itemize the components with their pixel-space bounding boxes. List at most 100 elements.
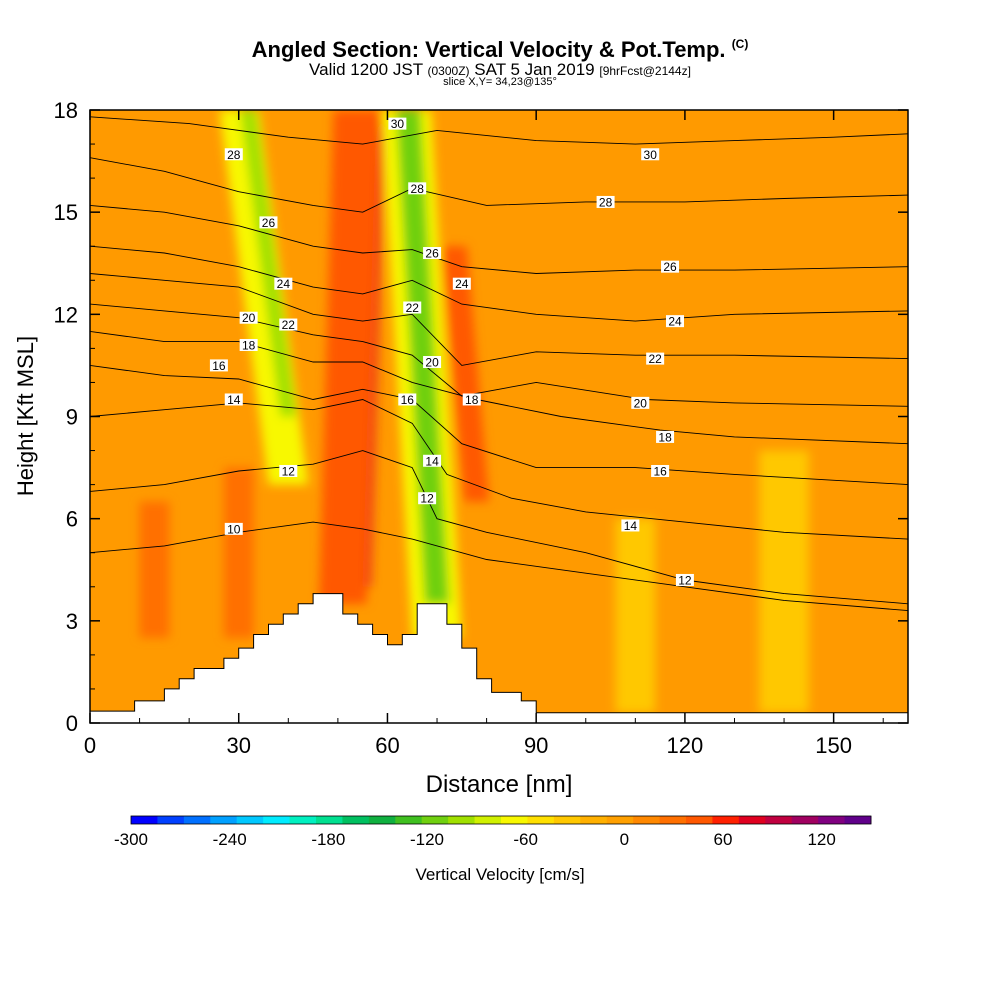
isentrope-label-bg <box>621 519 640 532</box>
isentrope-label: 10 <box>224 522 243 536</box>
isentrope-label: 24 <box>665 315 684 329</box>
velocity-plume-6 <box>240 110 297 417</box>
isentrope-label: 14 <box>224 393 243 407</box>
isentrope-label-bg <box>239 311 258 324</box>
isentrope-label-bg <box>274 277 293 290</box>
isentrope-label-text: 18 <box>242 338 256 352</box>
isentrope-label-bg <box>675 573 694 586</box>
colorbar-swatch <box>501 816 528 824</box>
colorbar-frame <box>130 815 872 825</box>
colorbar-swatch <box>210 816 238 824</box>
isentrope-label-bg <box>224 148 243 161</box>
isentrope-label-bg <box>452 277 471 290</box>
isentrope-label: 26 <box>423 247 442 261</box>
isentrope-label-text: 22 <box>282 318 296 332</box>
isentrope-label-text: 10 <box>227 522 241 536</box>
isentrope-label-bg <box>423 247 442 260</box>
isentrope-22 <box>90 273 908 366</box>
colorbar-tick-label: -180 <box>311 830 345 849</box>
isentrope-label: 28 <box>408 182 427 196</box>
isentrope-label-bg <box>403 301 422 314</box>
colorbar-swatch <box>368 816 396 824</box>
colorbar-label: Vertical Velocity [cm/s] <box>415 865 584 884</box>
isentrope-label-bg <box>279 464 298 477</box>
colorbar-swatch <box>844 816 872 824</box>
isentrope-label-text: 12 <box>282 464 296 478</box>
colorbar-tick-label: 60 <box>714 830 733 849</box>
colorbar-swatch <box>765 816 793 824</box>
isentrope-label-text: 30 <box>391 117 405 131</box>
isentrope-label: 16 <box>398 393 417 407</box>
x-tick-label: 60 <box>375 733 399 758</box>
isentrope-label: 26 <box>259 216 278 230</box>
velocity-plume-11 <box>759 450 809 713</box>
isentrope-10 <box>90 521 908 612</box>
isentrope-label-text: 18 <box>658 430 672 444</box>
velocity-plume-9 <box>223 467 254 638</box>
colorbar-tick-label: -120 <box>410 830 444 849</box>
isentrope-label: 28 <box>224 148 243 162</box>
isentrope-labels: 10 12 12 12 14 14 14 16 16 16 18 18 18 20 20 20 22 22 22 24… <box>209 117 694 587</box>
isentrope-label-bg <box>408 182 427 195</box>
x-axis-label: Distance [nm] <box>426 771 573 798</box>
isentrope-label-bg <box>239 338 258 351</box>
velocity-plume-7 <box>441 246 490 502</box>
isentrope-label: 20 <box>631 396 650 410</box>
x-tick-label: 90 <box>524 733 548 758</box>
isentrope-label-bg <box>641 148 660 161</box>
isentrope-label-text: 28 <box>227 148 241 162</box>
colorbar-swatch <box>738 816 766 824</box>
isentrope-label-text: 24 <box>668 315 682 329</box>
isentrope-label-text: 16 <box>653 464 667 478</box>
isentrope-label: 18 <box>462 393 481 407</box>
y-tick-label: 6 <box>66 507 78 532</box>
isentrope-label-text: 30 <box>644 148 658 162</box>
velocity-plume-10 <box>615 518 656 713</box>
isentrope-label-bg <box>423 356 442 369</box>
isentrope-label: 12 <box>675 573 694 587</box>
plot-area: 10 12 12 12 14 14 14 16 16 16 18 18 18 20 20 20 22 22 22 24… <box>90 110 908 723</box>
isentrope-label: 12 <box>418 492 437 506</box>
isentrope-label-text: 20 <box>242 311 256 325</box>
isentrope-label: 28 <box>596 195 615 209</box>
isentrope-label-text: 12 <box>678 573 692 587</box>
colorbar-swatch <box>606 816 634 824</box>
isentrope-label-text: 26 <box>663 260 677 274</box>
isentrope-label: 24 <box>452 277 471 291</box>
isentrope-18 <box>90 330 908 445</box>
isentrope-label-text: 14 <box>227 393 241 407</box>
isentrope-label-text: 24 <box>455 277 469 291</box>
colorbar-swatch <box>527 816 555 824</box>
colorbar-swatch <box>342 816 370 824</box>
isentrope-30 <box>90 116 908 145</box>
isentrope-label: 16 <box>651 464 670 478</box>
isentrope-label-bg <box>462 393 481 406</box>
colorbar-swatch <box>659 816 687 824</box>
colorbar-tick-label: -60 <box>513 830 538 849</box>
velocity-plume-8 <box>139 501 170 638</box>
colorbar <box>130 815 872 825</box>
isentrope-label: 14 <box>621 519 640 533</box>
isentrope-label: 20 <box>239 311 258 325</box>
y-tick-label: 12 <box>54 302 78 327</box>
y-tick-label: 0 <box>66 711 78 736</box>
isentrope-label: 22 <box>279 318 298 332</box>
isentrope-label-bg <box>388 117 407 130</box>
x-axis: 0 30 60 90 120 150 <box>84 110 884 758</box>
colorbar-tick-label: -300 <box>114 830 148 849</box>
colorbar-swatch <box>263 816 290 824</box>
isentrope-label-text: 14 <box>624 519 638 533</box>
chart-title: Angled Section: Vertical Velocity & Pot.… <box>251 37 749 62</box>
velocity-plume-2 <box>319 110 382 604</box>
isentrope-label-text: 18 <box>465 393 479 407</box>
colorbar-swatch <box>818 816 845 824</box>
colorbar-swatch <box>236 816 264 824</box>
isentrope-label-text: 22 <box>648 352 662 366</box>
valid-time-line: Valid 1200 JST (0300Z) SAT 5 Jan 2019 [9… <box>309 60 691 79</box>
isentrope-label-bg <box>418 492 437 505</box>
velocity-plume-4 <box>395 110 450 604</box>
terrain <box>90 593 908 723</box>
isentrope-label: 12 <box>279 464 298 478</box>
colorbar-swatch <box>712 816 740 824</box>
